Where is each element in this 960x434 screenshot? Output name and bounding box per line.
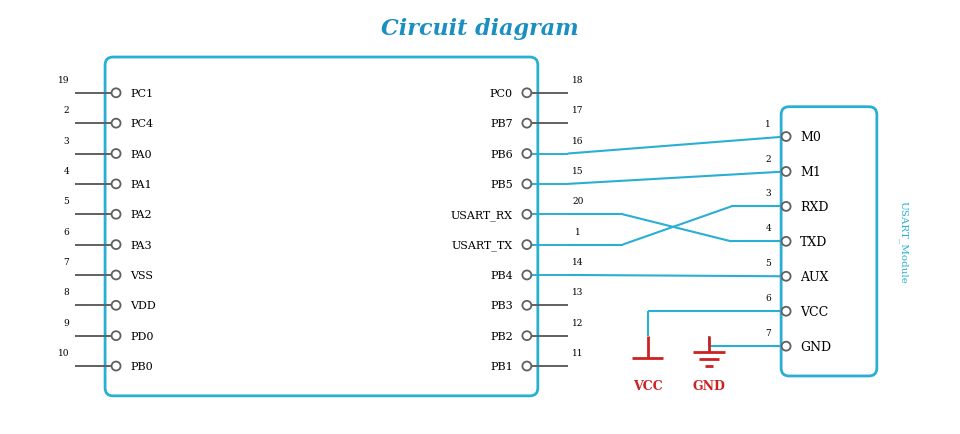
Text: PA2: PA2	[130, 210, 152, 220]
Text: 5: 5	[765, 259, 771, 268]
Circle shape	[111, 89, 121, 98]
FancyBboxPatch shape	[105, 58, 538, 396]
Text: 13: 13	[572, 288, 584, 297]
Text: PA3: PA3	[130, 240, 152, 250]
Circle shape	[522, 150, 531, 158]
Circle shape	[781, 237, 791, 246]
Circle shape	[522, 362, 531, 371]
Text: PB0: PB0	[130, 361, 153, 371]
Text: 4: 4	[765, 224, 771, 233]
Text: PA1: PA1	[130, 180, 152, 189]
Text: 6: 6	[63, 227, 69, 236]
Circle shape	[111, 210, 121, 219]
Text: PB6: PB6	[491, 149, 513, 159]
Text: M1: M1	[800, 166, 821, 178]
Text: GND: GND	[693, 380, 726, 392]
Text: PB4: PB4	[491, 270, 513, 280]
Text: 8: 8	[63, 288, 69, 297]
Text: 14: 14	[572, 257, 584, 266]
Circle shape	[781, 168, 791, 177]
Text: 10: 10	[58, 349, 69, 357]
Text: 19: 19	[58, 76, 69, 85]
Text: VDD: VDD	[130, 301, 156, 311]
Circle shape	[522, 210, 531, 219]
Text: 18: 18	[572, 76, 584, 85]
Text: VSS: VSS	[130, 270, 153, 280]
Text: 5: 5	[63, 197, 69, 206]
Text: PB3: PB3	[491, 301, 513, 311]
Text: 1: 1	[575, 227, 581, 236]
Text: PB1: PB1	[491, 361, 513, 371]
Circle shape	[111, 271, 121, 280]
Text: GND: GND	[800, 340, 831, 353]
FancyBboxPatch shape	[781, 108, 876, 376]
Circle shape	[522, 180, 531, 189]
Text: PB5: PB5	[491, 180, 513, 189]
Text: 6: 6	[765, 294, 771, 302]
Text: 17: 17	[572, 106, 584, 115]
Text: 4: 4	[63, 167, 69, 175]
Circle shape	[781, 202, 791, 211]
Text: USART_Module: USART_Module	[899, 201, 908, 283]
Circle shape	[522, 332, 531, 340]
Text: M0: M0	[800, 131, 821, 144]
Text: 3: 3	[765, 189, 771, 198]
Text: 9: 9	[63, 318, 69, 327]
Circle shape	[522, 89, 531, 98]
Text: TXD: TXD	[800, 235, 828, 248]
Text: 1: 1	[765, 119, 771, 128]
Text: 12: 12	[572, 318, 584, 327]
Text: 16: 16	[572, 136, 584, 145]
Circle shape	[781, 307, 791, 316]
Circle shape	[111, 180, 121, 189]
Text: VCC: VCC	[633, 380, 662, 392]
Text: 15: 15	[572, 167, 584, 175]
Circle shape	[111, 150, 121, 158]
Text: PC0: PC0	[490, 89, 513, 99]
Circle shape	[111, 119, 121, 128]
Circle shape	[781, 342, 791, 351]
Text: 2: 2	[765, 154, 771, 163]
Text: AUX: AUX	[800, 270, 828, 283]
Text: PB7: PB7	[491, 119, 513, 129]
Circle shape	[111, 362, 121, 371]
Circle shape	[781, 272, 791, 281]
Circle shape	[111, 332, 121, 340]
Circle shape	[781, 133, 791, 141]
Text: 3: 3	[63, 136, 69, 145]
Text: PC4: PC4	[130, 119, 154, 129]
Circle shape	[522, 119, 531, 128]
Circle shape	[111, 240, 121, 250]
Text: 11: 11	[572, 349, 584, 357]
Circle shape	[522, 271, 531, 280]
Text: PD0: PD0	[130, 331, 154, 341]
Text: PB2: PB2	[491, 331, 513, 341]
Text: 20: 20	[572, 197, 584, 206]
Text: 7: 7	[63, 257, 69, 266]
Text: 7: 7	[765, 329, 771, 338]
Text: RXD: RXD	[800, 201, 828, 214]
Text: VCC: VCC	[800, 305, 828, 318]
Circle shape	[522, 301, 531, 310]
Text: USART_RX: USART_RX	[451, 209, 513, 220]
Circle shape	[522, 240, 531, 250]
Text: USART_TX: USART_TX	[452, 240, 513, 250]
Text: PA0: PA0	[130, 149, 152, 159]
Text: PC1: PC1	[130, 89, 154, 99]
Text: Circuit diagram: Circuit diagram	[381, 18, 579, 40]
Circle shape	[111, 301, 121, 310]
Text: 2: 2	[63, 106, 69, 115]
